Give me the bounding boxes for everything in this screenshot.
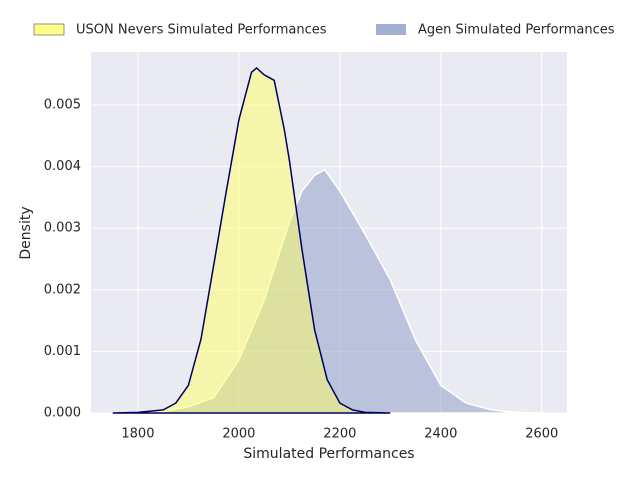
x-tick-label: 2000: [222, 427, 255, 442]
x-tick-label: 2200: [323, 427, 356, 442]
legend-swatch: [376, 24, 406, 35]
y-tick-label: 0.003: [44, 221, 81, 236]
y-axis-label: Density: [18, 206, 34, 259]
x-tick-label: 2600: [525, 427, 558, 442]
density-area: [112, 67, 391, 414]
y-tick-label: 0.001: [44, 344, 81, 359]
y-tick-label: 0.002: [44, 282, 81, 297]
x-tick-label: 1800: [121, 427, 154, 442]
y-tick-label: 0.000: [44, 406, 81, 421]
y-tick-label: 0.005: [44, 97, 81, 112]
legend-label: Agen Simulated Performances: [418, 23, 615, 38]
legend-swatch: [33, 23, 65, 36]
x-axis-label: Simulated Performances: [243, 446, 414, 462]
x-tick-label: 2400: [424, 427, 457, 442]
legend-label: USON Nevers Simulated Performances: [76, 23, 327, 38]
y-tick-label: 0.004: [44, 159, 81, 174]
